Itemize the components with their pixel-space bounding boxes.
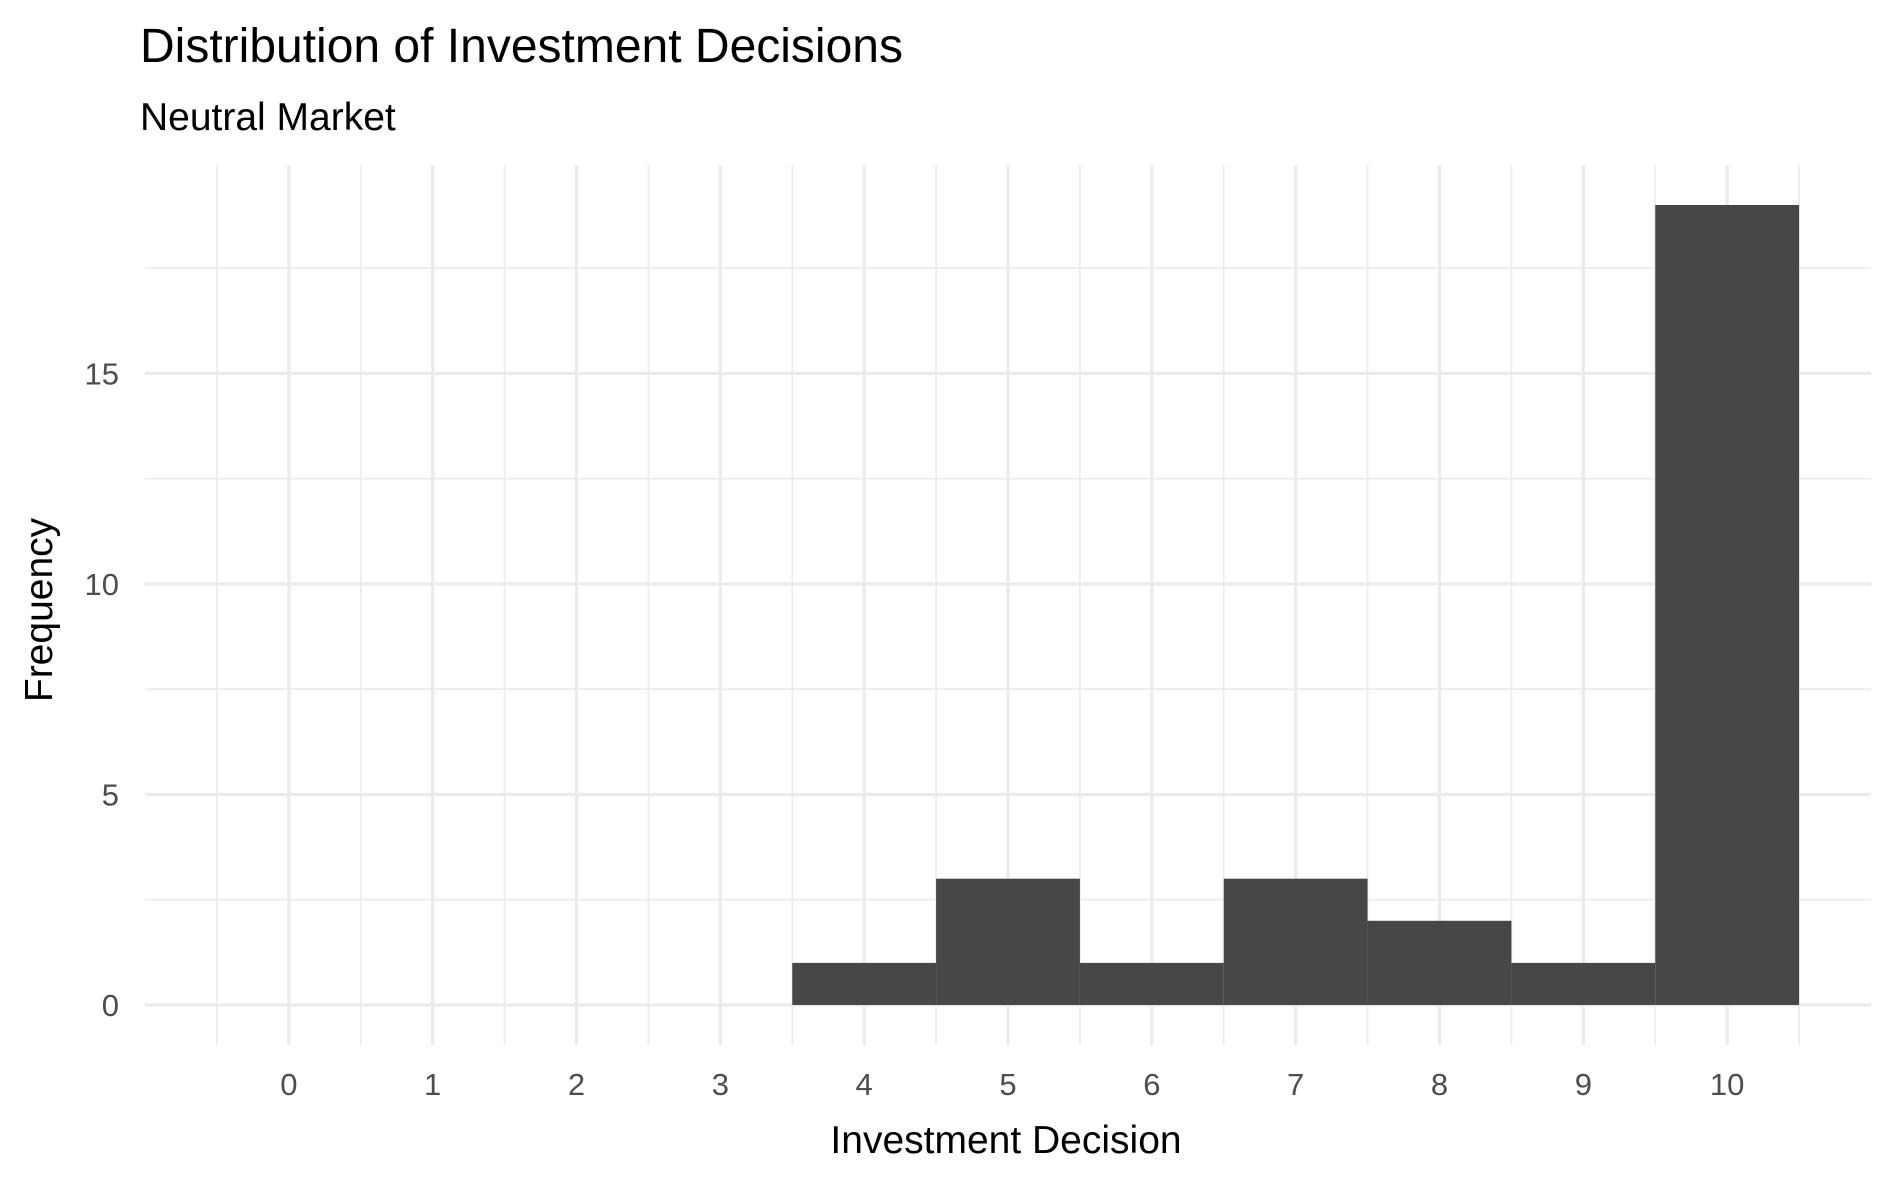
x-tick-label: 4 <box>856 1067 873 1102</box>
y-tick-label: 0 <box>102 988 119 1023</box>
x-tick-label: 3 <box>712 1067 729 1102</box>
histogram-bar <box>1655 205 1800 1005</box>
bar-layer <box>792 205 1800 1005</box>
histogram-bar <box>1223 878 1368 1005</box>
y-tick-label: 15 <box>85 356 119 391</box>
x-tick-label: 8 <box>1431 1067 1448 1102</box>
chart-subtitle: Neutral Market <box>140 96 396 139</box>
histogram-bar <box>1511 962 1656 1005</box>
y-tick-label: 10 <box>85 567 119 602</box>
x-tick-label: 6 <box>1143 1067 1160 1102</box>
x-tick-label: 10 <box>1710 1067 1744 1102</box>
x-axis-tick-labels: 0 1 2 3 4 5 6 7 8 9 10 <box>280 1067 1744 1102</box>
chart-title: Distribution of Investment Decisions <box>140 20 903 73</box>
histogram-bar <box>936 878 1080 1005</box>
x-tick-label: 0 <box>280 1067 297 1102</box>
x-tick-label: 5 <box>999 1067 1016 1102</box>
histogram-bar <box>1079 962 1224 1005</box>
x-tick-label: 7 <box>1287 1067 1304 1102</box>
y-axis-tick-labels: 0 5 10 15 <box>85 356 119 1023</box>
x-tick-label: 2 <box>568 1067 585 1102</box>
y-tick-label: 5 <box>102 777 119 812</box>
y-axis-title: Frequency <box>18 517 61 702</box>
histogram-bar <box>1367 920 1512 1005</box>
histogram-bar <box>792 962 937 1005</box>
x-axis-title: Investment Decision <box>830 1119 1181 1162</box>
x-tick-label: 1 <box>424 1067 441 1102</box>
x-tick-label: 9 <box>1575 1067 1592 1102</box>
